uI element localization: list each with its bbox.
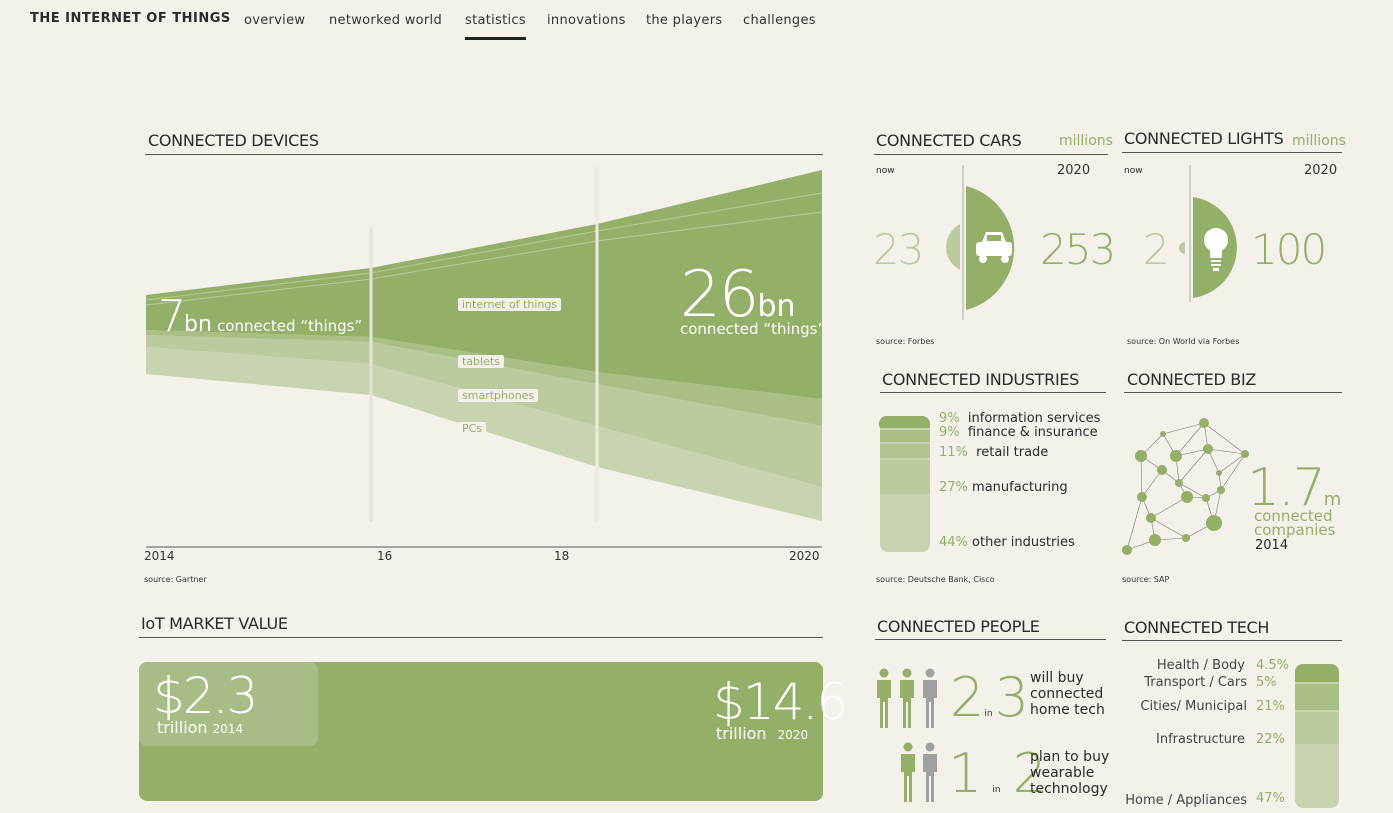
devices-title: CONNECTED DEVICES <box>148 131 319 150</box>
x-tick-18: 18 <box>554 549 570 563</box>
tech-title-rule <box>1122 640 1342 641</box>
people-row1-ratio: 2 in3 <box>950 666 1029 729</box>
people-row2-ratio: 1 in 2 <box>948 742 1047 805</box>
cars-now-value: 23 <box>873 225 924 274</box>
x-tick-16: 16 <box>377 549 393 563</box>
people-row1-text: will buy connected home tech <box>1030 670 1105 718</box>
nav-the-players[interactable]: the players <box>646 13 723 28</box>
tech-label-infrastructure: Infrastructure <box>1156 732 1245 747</box>
nav-innovations[interactable]: innovations <box>547 13 626 28</box>
lights-year-label: 2020 <box>1304 163 1338 178</box>
market-bar-2014 <box>139 662 318 746</box>
people-row2-text: plan to buy wearable technology <box>1030 749 1110 797</box>
lightbulb-icon <box>1204 228 1228 271</box>
layer-tag-internet-of-things: internet of things <box>458 298 562 311</box>
cars-title: CONNECTED CARS <box>876 131 1022 150</box>
layer-tag-tablets: tablets <box>458 355 504 368</box>
car-icon <box>976 232 1012 263</box>
cars-now-halfcircle <box>946 224 960 270</box>
area-pcs <box>146 347 822 521</box>
site-title[interactable]: THE INTERNET OF THINGS <box>30 11 231 26</box>
market-right-value: $14.6 trillion 2020 <box>713 673 848 743</box>
industry-row-1: 9% information services <box>939 411 1101 426</box>
industries-title: CONNECTED INDUSTRIES <box>882 370 1080 389</box>
tech-pct-transport: 5% <box>1256 675 1277 690</box>
tech-label-home: Home / Appliances <box>1125 793 1247 808</box>
market-title-rule <box>139 637 823 638</box>
industries-stack <box>878 415 930 552</box>
market-left-value: $2.3 trillion 2014 <box>153 667 258 737</box>
lights-title-rule <box>1122 152 1342 153</box>
biz-title-rule <box>1124 392 1342 393</box>
area-internet-of-things <box>146 170 822 399</box>
devices-right-callout: 26bn connected “things” <box>680 258 826 338</box>
cars-graphic <box>946 165 1015 320</box>
biz-label: connected companies <box>1254 507 1336 539</box>
people-title-rule <box>875 639 1106 640</box>
nav-overview[interactable]: overview <box>244 13 306 28</box>
industry-row-2: 9% finance & insurance <box>939 425 1098 440</box>
nav-statistics[interactable]: statistics <box>465 13 526 40</box>
tech-label-transport: Transport / Cars <box>1144 675 1247 690</box>
biz-source: source: SAP <box>1122 575 1170 584</box>
lights-now-value: 2 <box>1143 225 1170 274</box>
x-tick-2020: 2020 <box>789 549 820 563</box>
biz-year: 2014 <box>1255 538 1289 553</box>
lights-now-halfcircle <box>1179 242 1185 254</box>
tech-pct-home: 47% <box>1256 791 1285 806</box>
lights-now-label: now <box>1124 166 1143 176</box>
tech-label-health: Health / Body <box>1156 658 1245 673</box>
cars-unit: millions <box>1059 133 1113 149</box>
industry-row-3: 11% retail trade <box>939 445 1049 460</box>
lights-graphic <box>1179 165 1237 302</box>
industries-title-rule <box>880 392 1106 393</box>
x-tick-2014: 2014 <box>144 549 175 563</box>
biz-value: 1.7m <box>1247 458 1342 518</box>
lights-source: source: On World via Forbes <box>1127 337 1240 346</box>
lights-future-value: 100 <box>1251 225 1327 274</box>
cars-title-rule <box>874 154 1108 155</box>
nav-networked-world[interactable]: networked world <box>329 13 443 28</box>
lights-title: CONNECTED LIGHTS <box>1124 129 1284 148</box>
layer-tag-pcs: PCs <box>458 422 487 435</box>
devices-left-callout: 7bn connected “things” <box>158 291 363 342</box>
lights-unit: millions <box>1292 133 1346 149</box>
industries-source: source: Deutsche Bank, Cisco <box>876 575 995 584</box>
devices-source: source: Gartner <box>144 575 207 584</box>
industry-row-5: 44% other industries <box>939 535 1075 550</box>
layer-tag-smartphones: smartphones <box>458 389 539 402</box>
tech-pct-health: 4.5% <box>1256 658 1290 673</box>
cars-now-label: now <box>876 166 895 176</box>
cars-source: source: Forbes <box>876 337 935 346</box>
tech-title: CONNECTED TECH <box>1124 618 1270 637</box>
people-icons <box>877 668 937 802</box>
market-title: IoT MARKET VALUE <box>141 614 288 633</box>
tech-pct-infrastructure: 22% <box>1256 732 1285 747</box>
industry-row-4: 27% manufacturing <box>939 480 1068 495</box>
people-title: CONNECTED PEOPLE <box>877 617 1040 636</box>
biz-network-graph <box>1122 418 1249 555</box>
cars-year-label: 2020 <box>1057 163 1091 178</box>
tech-label-cities: Cities/ Municipal <box>1140 699 1247 714</box>
devices-title-rule <box>145 154 823 155</box>
tech-pct-cities: 21% <box>1256 699 1285 714</box>
tech-stack <box>1295 664 1339 808</box>
cars-future-value: 253 <box>1040 225 1116 274</box>
nav-challenges[interactable]: challenges <box>743 13 816 28</box>
biz-title: CONNECTED BIZ <box>1127 370 1257 389</box>
